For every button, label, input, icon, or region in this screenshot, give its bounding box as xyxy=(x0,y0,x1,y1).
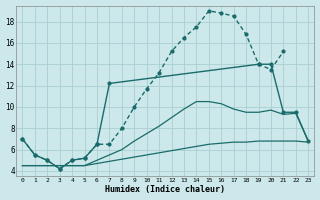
X-axis label: Humidex (Indice chaleur): Humidex (Indice chaleur) xyxy=(105,185,225,194)
